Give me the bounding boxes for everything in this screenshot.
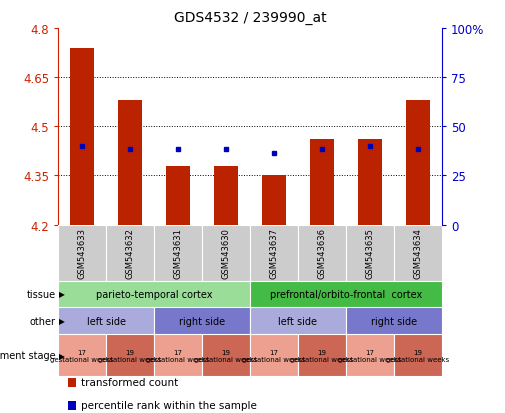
Bar — [358, 140, 382, 225]
Bar — [58, 225, 106, 281]
Bar — [346, 225, 394, 281]
Text: other: other — [30, 316, 56, 326]
Bar — [394, 225, 442, 281]
Bar — [70, 48, 94, 225]
Text: GSM543636: GSM543636 — [318, 228, 326, 278]
Bar — [154, 308, 250, 335]
Text: 17
gestational weeks: 17 gestational weeks — [338, 349, 401, 362]
Text: GSM543632: GSM543632 — [126, 228, 134, 278]
Title: GDS4532 / 239990_at: GDS4532 / 239990_at — [174, 11, 326, 25]
Text: parieto-temporal cortex: parieto-temporal cortex — [96, 289, 212, 299]
Text: 17
gestational weeks: 17 gestational weeks — [242, 349, 306, 362]
Bar — [250, 308, 346, 335]
Bar — [106, 225, 154, 281]
Text: 17
gestational weeks: 17 gestational weeks — [50, 349, 114, 362]
Text: 19
gestational weeks: 19 gestational weeks — [98, 349, 162, 362]
Bar — [406, 101, 430, 225]
Bar — [250, 281, 442, 308]
Bar — [346, 335, 394, 376]
Bar — [394, 335, 442, 376]
Bar — [310, 140, 334, 225]
Bar — [58, 281, 250, 308]
Bar — [166, 166, 190, 225]
Bar — [262, 176, 286, 225]
Text: 19
gestational weeks: 19 gestational weeks — [194, 349, 258, 362]
Text: tissue: tissue — [26, 289, 56, 299]
Bar — [202, 335, 250, 376]
Text: right side: right side — [179, 316, 225, 326]
Bar — [250, 335, 298, 376]
Bar — [298, 335, 346, 376]
Bar — [58, 335, 106, 376]
Text: GSM543633: GSM543633 — [78, 228, 86, 278]
Text: GSM543637: GSM543637 — [270, 228, 278, 278]
Text: GSM543634: GSM543634 — [414, 228, 422, 278]
Text: development stage: development stage — [0, 350, 56, 360]
Bar — [154, 225, 202, 281]
Bar — [58, 308, 154, 335]
Text: ▶: ▶ — [59, 317, 65, 325]
Text: left side: left side — [278, 316, 318, 326]
Text: 19
gestational weeks: 19 gestational weeks — [290, 349, 354, 362]
Bar — [298, 225, 346, 281]
Bar — [346, 308, 442, 335]
Text: right side: right side — [371, 316, 417, 326]
Bar — [202, 225, 250, 281]
Bar — [118, 101, 142, 225]
Text: percentile rank within the sample: percentile rank within the sample — [81, 400, 257, 410]
Text: GSM543631: GSM543631 — [174, 228, 182, 278]
Text: ▶: ▶ — [59, 351, 65, 360]
Bar — [106, 335, 154, 376]
Bar — [214, 166, 238, 225]
Bar — [250, 225, 298, 281]
Bar — [154, 335, 202, 376]
Text: left side: left side — [86, 316, 126, 326]
Text: GSM543635: GSM543635 — [366, 228, 374, 278]
Text: prefrontal/orbito-frontal  cortex: prefrontal/orbito-frontal cortex — [270, 289, 422, 299]
Text: 17
gestational weeks: 17 gestational weeks — [146, 349, 210, 362]
Text: ▶: ▶ — [59, 290, 65, 299]
Text: GSM543630: GSM543630 — [222, 228, 230, 278]
Text: transformed count: transformed count — [81, 377, 178, 387]
Text: 19
gestational weeks: 19 gestational weeks — [386, 349, 449, 362]
